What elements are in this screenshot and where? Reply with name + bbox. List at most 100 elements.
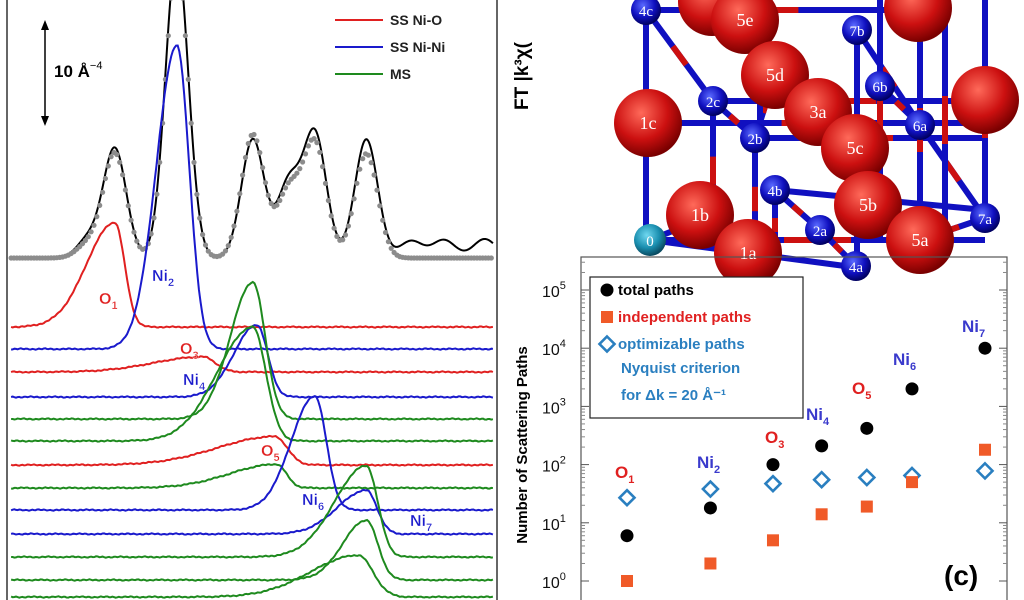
data-point <box>169 0 173 1</box>
square-point-ni2 <box>704 557 717 570</box>
atom-6b: 6b <box>865 71 895 101</box>
atom-2b: 2b <box>740 123 770 153</box>
atom-label: 5a <box>912 230 929 250</box>
data-point <box>242 154 249 161</box>
data-point <box>197 215 203 221</box>
legend-note-line2: for Δk = 20 Å⁻¹ <box>621 387 726 404</box>
atom-4a: 4a <box>841 251 871 281</box>
atom-7a: 7a <box>970 203 1000 233</box>
atom-2c: 2c <box>698 86 728 116</box>
data-point <box>182 33 188 39</box>
legend-label: MS <box>390 66 411 82</box>
data-point <box>377 203 383 209</box>
square-point-ni7 <box>979 443 991 456</box>
shell-label-ni4: Ni4 <box>183 372 206 393</box>
shell-label-o1: O1 <box>99 291 118 312</box>
data-point <box>125 203 131 209</box>
scatter-label-ni2: Ni2 <box>697 453 720 476</box>
legend-label: total paths <box>618 282 694 299</box>
data-point <box>117 159 123 165</box>
data-point <box>131 229 137 235</box>
data-point <box>105 163 111 169</box>
square-point-o1 <box>621 575 633 587</box>
data-point <box>122 187 128 193</box>
ft-traces <box>8 0 494 599</box>
data-point <box>488 255 494 261</box>
scatter-plot-frame <box>580 256 1008 600</box>
data-point <box>360 156 366 162</box>
legend-label: optimizable paths <box>618 336 745 353</box>
data-point <box>91 222 97 228</box>
atom-o <box>884 0 952 42</box>
data-point <box>340 237 346 243</box>
data-point <box>300 159 306 165</box>
atom-label: 4c <box>639 4 654 20</box>
nickel-atom <box>760 175 790 205</box>
data-point <box>237 191 243 197</box>
data-point <box>334 233 340 239</box>
y-tick-label: 103 <box>542 396 566 417</box>
circle-point-ni6 <box>905 382 919 396</box>
data-point <box>154 191 160 197</box>
legend-marker-square <box>601 311 613 323</box>
nickel-atom <box>841 251 871 281</box>
ft-axis-label: FT |k³χ( <box>512 41 533 110</box>
atom-1c: 1c <box>614 89 682 157</box>
data-point <box>277 197 283 204</box>
y-tick-label: 104 <box>542 338 566 359</box>
data-point <box>385 239 391 245</box>
nickel-atom <box>865 71 895 101</box>
shell-label-ni2: Ni2 <box>152 268 174 289</box>
data-point <box>354 180 360 186</box>
data-point <box>185 76 191 82</box>
scatter-legend: total paths independent paths optimizable … <box>589 276 804 419</box>
data-point <box>97 202 103 208</box>
data-point <box>282 185 289 191</box>
data-point <box>260 165 266 171</box>
data-point <box>148 231 154 237</box>
data-point <box>302 151 309 157</box>
y-tick-label: 102 <box>542 455 566 476</box>
scatter-legend-box <box>589 276 804 419</box>
atom-label: 5e <box>737 10 754 30</box>
shell-label-ni6: Ni6 <box>302 492 324 513</box>
scatter-panel: Number of Scattering Paths 1001011021031… <box>514 256 1008 600</box>
square-point-o3 <box>766 534 779 547</box>
data-point <box>348 211 354 217</box>
atom-label: 4b <box>768 184 783 200</box>
oxygen-atom <box>821 114 889 182</box>
y-tick-label: 100 <box>542 571 566 592</box>
data-point <box>180 0 185 1</box>
nickel-atom <box>970 203 1000 233</box>
data-point <box>245 140 251 147</box>
data-point <box>371 172 377 178</box>
data-point <box>345 223 351 229</box>
atom-label: 7b <box>850 24 865 40</box>
oxygen-atom <box>711 0 779 54</box>
data-point <box>200 232 206 238</box>
data-point <box>157 159 163 165</box>
shell-label-o5: O5 <box>261 443 280 464</box>
nickel-atom <box>805 215 835 245</box>
data-point <box>205 248 211 254</box>
diamond-point-ni7 <box>975 461 995 481</box>
atom-label: 0 <box>646 234 654 250</box>
data-point <box>388 245 394 251</box>
oxygen-atom <box>614 89 682 157</box>
data-point <box>331 225 337 231</box>
atom-5a: 5a <box>886 206 954 274</box>
trace-ms-ms <box>11 464 494 559</box>
data-point <box>262 180 269 186</box>
legend-marker-circle <box>600 283 614 297</box>
atom-label: 4a <box>849 260 864 276</box>
data-point <box>225 243 231 249</box>
data-point <box>128 217 134 223</box>
atom-label: 2a <box>813 224 828 240</box>
atom-0: 0 <box>634 224 666 256</box>
ft-plot-frame <box>6 0 498 600</box>
scatter-points <box>617 341 995 587</box>
atom-label: 5c <box>847 138 864 158</box>
data-point <box>351 196 357 202</box>
data-point <box>191 159 197 165</box>
ft-legend: SS Ni-O SS Ni-Ni MS <box>335 12 445 82</box>
